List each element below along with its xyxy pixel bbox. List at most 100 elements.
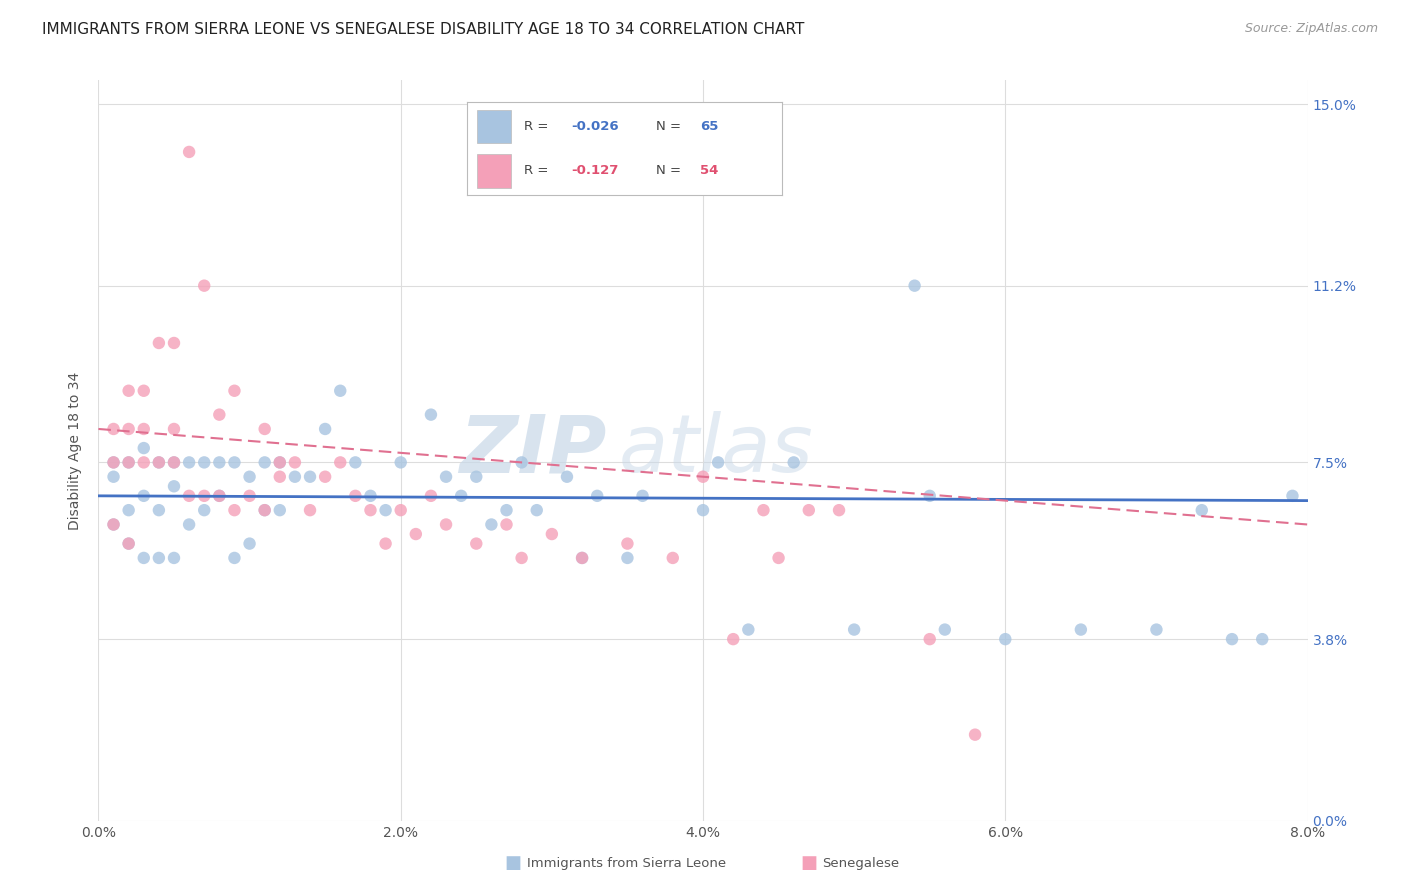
Point <box>132 550 155 565</box>
Point <box>1281 489 1303 503</box>
Point <box>434 469 457 483</box>
Point <box>103 455 125 469</box>
Point <box>692 469 714 483</box>
Point <box>253 422 276 436</box>
Point <box>284 469 307 483</box>
Text: ■: ■ <box>505 855 522 872</box>
Point <box>132 422 155 436</box>
Point <box>163 550 186 565</box>
Point <box>118 422 141 436</box>
Point <box>510 550 533 565</box>
Point <box>692 503 714 517</box>
Point <box>118 536 141 550</box>
Point <box>148 455 170 469</box>
Point <box>118 503 141 517</box>
Point <box>797 503 820 517</box>
Point <box>163 336 186 351</box>
Point <box>208 455 231 469</box>
Point <box>269 455 291 469</box>
Point <box>224 503 246 517</box>
Point <box>193 489 215 503</box>
Point <box>405 527 427 541</box>
Text: ■: ■ <box>800 855 817 872</box>
Point <box>224 455 246 469</box>
Point <box>118 455 141 469</box>
Point <box>1220 632 1243 647</box>
Point <box>768 550 790 565</box>
Point <box>707 455 730 469</box>
Point <box>148 550 170 565</box>
Point <box>723 632 745 647</box>
Text: atlas: atlas <box>619 411 813 490</box>
Text: Immigrants from Sierra Leone: Immigrants from Sierra Leone <box>527 857 727 870</box>
Text: Source: ZipAtlas.com: Source: ZipAtlas.com <box>1244 22 1378 36</box>
Point <box>132 441 155 455</box>
Point <box>103 517 125 532</box>
Point <box>465 469 488 483</box>
Point <box>374 536 396 550</box>
Point <box>661 550 683 565</box>
Point <box>148 336 170 351</box>
Point <box>616 536 638 550</box>
Point <box>118 536 141 550</box>
Y-axis label: Disability Age 18 to 34: Disability Age 18 to 34 <box>69 371 83 530</box>
Point <box>329 455 352 469</box>
Point <box>314 422 336 436</box>
Point <box>148 455 170 469</box>
Point <box>179 489 201 503</box>
Point <box>179 455 201 469</box>
Point <box>389 503 412 517</box>
Point <box>299 503 322 517</box>
Point <box>360 489 382 503</box>
Point <box>631 489 654 503</box>
Point <box>224 384 246 398</box>
Point <box>103 422 125 436</box>
Point <box>450 489 472 503</box>
Point <box>299 469 322 483</box>
Point <box>269 455 291 469</box>
Point <box>495 503 517 517</box>
Point <box>344 489 367 503</box>
Text: IMMIGRANTS FROM SIERRA LEONE VS SENEGALESE DISABILITY AGE 18 TO 34 CORRELATION C: IMMIGRANTS FROM SIERRA LEONE VS SENEGALE… <box>42 22 804 37</box>
Point <box>481 517 503 532</box>
Point <box>555 469 578 483</box>
Point <box>103 517 125 532</box>
Point <box>132 455 155 469</box>
Point <box>239 536 262 550</box>
Point <box>918 632 941 647</box>
Point <box>208 408 231 422</box>
Text: Senegalese: Senegalese <box>823 857 900 870</box>
Point <box>616 550 638 565</box>
Point <box>752 503 775 517</box>
Point <box>420 489 443 503</box>
Point <box>163 455 186 469</box>
Point <box>132 489 155 503</box>
Point <box>965 728 987 742</box>
Point <box>193 455 215 469</box>
Point <box>193 278 215 293</box>
Point <box>783 455 806 469</box>
Point <box>844 623 866 637</box>
Point <box>208 489 231 503</box>
Point <box>1191 503 1213 517</box>
Point <box>571 550 593 565</box>
Point <box>737 623 759 637</box>
Point <box>132 384 155 398</box>
Point <box>1070 623 1092 637</box>
Point <box>344 455 367 469</box>
Point <box>526 503 548 517</box>
Point <box>269 503 291 517</box>
Point <box>1251 632 1274 647</box>
Point <box>253 503 276 517</box>
Point <box>465 536 488 550</box>
Point <box>360 503 382 517</box>
Point <box>586 489 609 503</box>
Point <box>193 503 215 517</box>
Point <box>118 384 141 398</box>
Point <box>389 455 412 469</box>
Point <box>904 278 927 293</box>
Point <box>269 469 291 483</box>
Point <box>540 527 562 541</box>
Point <box>918 489 941 503</box>
Point <box>314 469 336 483</box>
